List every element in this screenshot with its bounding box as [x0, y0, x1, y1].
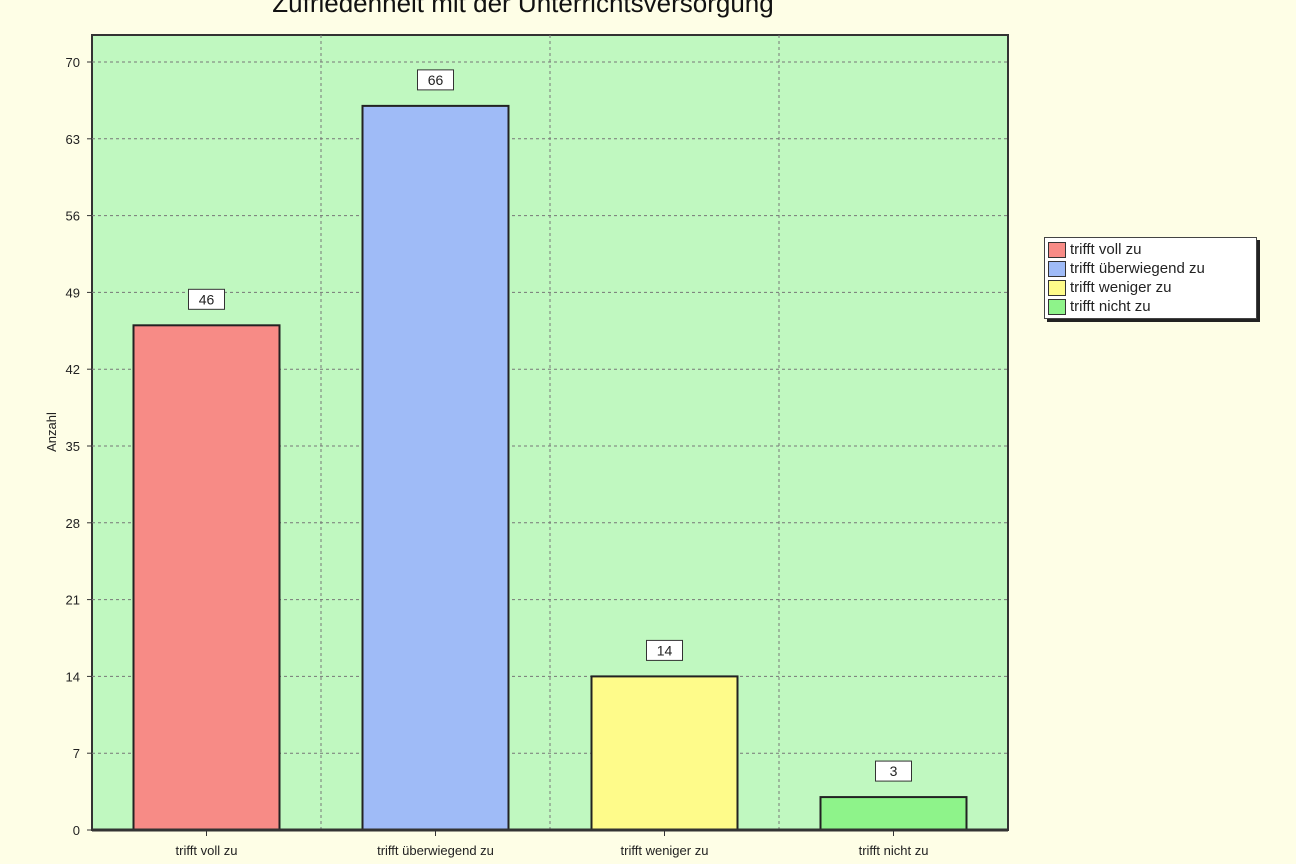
data-label: 66 [428, 72, 444, 88]
x-tick-label: trifft überwiegend zu [377, 843, 494, 858]
legend-item: trifft nicht zu [1048, 297, 1253, 316]
data-label-box [417, 69, 454, 91]
bar [819, 796, 968, 831]
y-tick-label: 14 [66, 669, 80, 684]
data-label-box [646, 639, 683, 661]
legend-label: trifft überwiegend zu [1070, 260, 1205, 277]
y-tick-label: 0 [73, 823, 80, 838]
bar [361, 104, 510, 831]
y-tick-label: 28 [66, 516, 80, 531]
data-label-box [188, 288, 225, 310]
legend-label: trifft weniger zu [1070, 279, 1172, 296]
legend-item: trifft weniger zu [1048, 278, 1253, 297]
x-tick-label: trifft voll zu [176, 843, 238, 858]
chart-title: Zufriedenheit mit der Unterrichtsversorg… [272, 0, 774, 18]
y-tick-label: 70 [66, 55, 80, 70]
y-tick-label: 21 [66, 593, 80, 608]
legend-item: trifft voll zu [1048, 240, 1253, 259]
y-tick-label: 63 [66, 132, 80, 147]
legend-item: trifft überwiegend zu [1048, 259, 1253, 278]
bar [590, 675, 739, 832]
data-label: 14 [657, 642, 673, 658]
legend-swatch [1048, 298, 1066, 315]
legend-label: trifft nicht zu [1070, 298, 1151, 315]
x-tick-label: trifft nicht zu [859, 843, 929, 858]
y-tick-label: 42 [66, 362, 80, 377]
data-label: 46 [199, 291, 215, 307]
bar [132, 324, 281, 831]
y-axis-label: Anzahl [44, 412, 59, 452]
legend-swatch [1048, 241, 1066, 258]
data-label: 3 [890, 763, 898, 779]
y-tick-label: 56 [66, 209, 80, 224]
y-tick-label: 49 [66, 285, 80, 300]
legend-swatch [1048, 260, 1066, 277]
legend-label: trifft voll zu [1070, 241, 1142, 258]
data-label-box [875, 760, 912, 782]
legend-swatch [1048, 279, 1066, 296]
y-tick-label: 35 [66, 439, 80, 454]
y-tick-label: 7 [73, 746, 80, 761]
x-tick-label: trifft weniger zu [621, 843, 709, 858]
legend: trifft voll zu trifft überwiegend zu triff… [1044, 237, 1257, 319]
